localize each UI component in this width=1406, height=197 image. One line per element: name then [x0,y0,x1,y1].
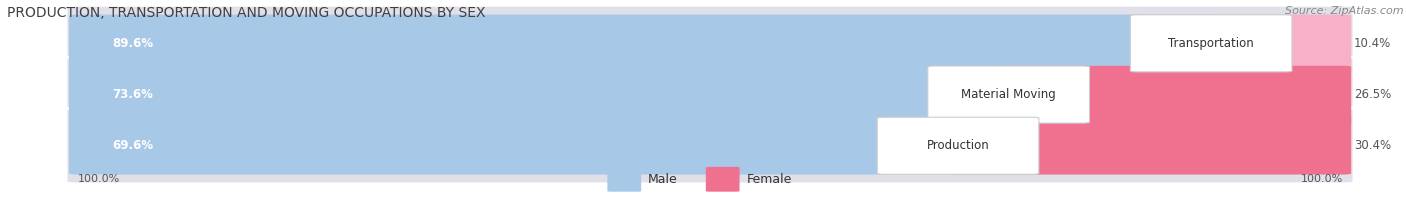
Text: 26.5%: 26.5% [1354,88,1391,101]
Text: 100.0%: 100.0% [77,174,120,184]
Text: 10.4%: 10.4% [1354,37,1391,50]
FancyBboxPatch shape [66,108,1354,184]
Text: 73.6%: 73.6% [112,88,153,101]
Text: Production: Production [927,139,990,152]
FancyBboxPatch shape [69,15,1219,72]
FancyBboxPatch shape [877,117,1039,174]
Text: PRODUCTION, TRANSPORTATION AND MOVING OCCUPATIONS BY SEX: PRODUCTION, TRANSPORTATION AND MOVING OC… [7,6,485,20]
Text: Transportation: Transportation [1168,37,1254,50]
Text: Male: Male [648,173,678,186]
Text: Female: Female [747,173,792,186]
FancyBboxPatch shape [607,167,641,192]
FancyBboxPatch shape [949,117,1351,175]
FancyBboxPatch shape [69,66,1017,123]
FancyBboxPatch shape [998,66,1351,123]
Text: Material Moving: Material Moving [962,88,1056,101]
Text: 69.6%: 69.6% [112,139,153,152]
Text: 30.4%: 30.4% [1354,139,1391,152]
FancyBboxPatch shape [1202,15,1351,72]
FancyBboxPatch shape [66,57,1354,133]
FancyBboxPatch shape [1130,15,1292,72]
Text: Source: ZipAtlas.com: Source: ZipAtlas.com [1285,6,1403,16]
Text: 89.6%: 89.6% [112,37,153,50]
Text: 100.0%: 100.0% [1301,174,1343,184]
FancyBboxPatch shape [66,5,1354,81]
FancyBboxPatch shape [69,117,966,175]
FancyBboxPatch shape [706,167,740,192]
FancyBboxPatch shape [928,66,1090,123]
